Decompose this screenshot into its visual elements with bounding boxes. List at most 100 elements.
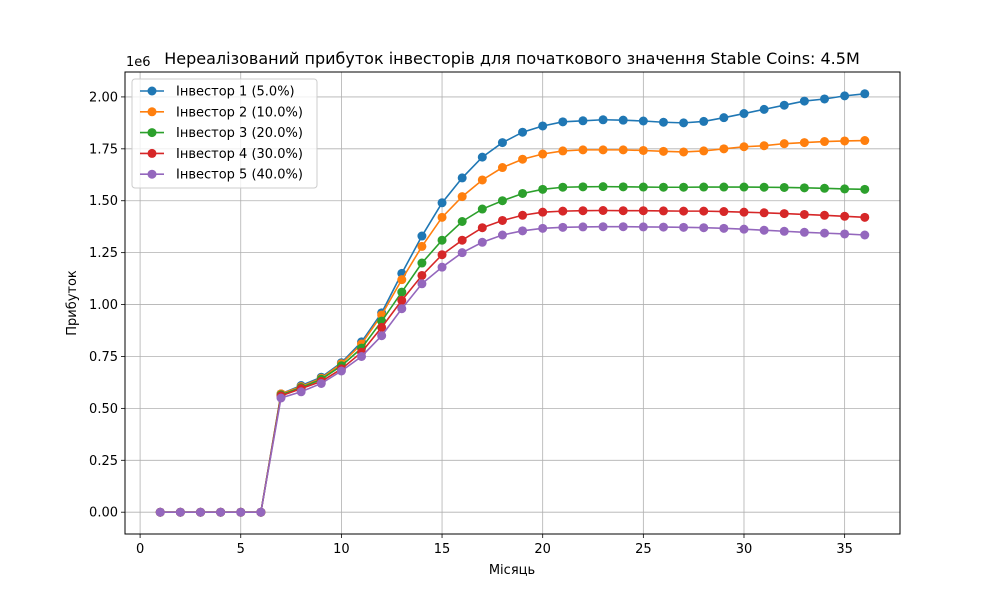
x-tick-label: 15 <box>434 542 451 557</box>
data-point <box>799 96 809 106</box>
data-point <box>779 139 789 149</box>
data-point <box>477 152 487 162</box>
legend-marker <box>147 107 157 117</box>
data-point <box>417 258 427 268</box>
data-point <box>860 184 870 194</box>
data-point <box>397 304 407 314</box>
data-point <box>799 183 809 193</box>
data-point <box>437 235 447 245</box>
data-point <box>578 206 588 216</box>
y-axis-label: Прибуток <box>65 270 80 336</box>
data-point <box>860 212 870 222</box>
data-point <box>658 182 668 192</box>
data-point <box>719 113 729 123</box>
data-point <box>699 182 709 192</box>
series-5 <box>155 222 870 517</box>
data-point <box>739 142 749 152</box>
data-point <box>518 154 528 164</box>
legend-label: Інвестор 1 (5.0%) <box>176 85 295 100</box>
data-point <box>699 206 709 216</box>
data-point <box>779 226 789 236</box>
y-tick-label: 1.25 <box>89 246 118 261</box>
data-point <box>638 182 648 192</box>
data-point <box>658 222 668 232</box>
data-point <box>719 207 729 217</box>
data-point <box>417 231 427 241</box>
data-point <box>296 387 306 397</box>
data-point <box>397 287 407 297</box>
data-point <box>618 222 628 232</box>
y-tick-label: 0.25 <box>89 454 118 469</box>
x-axis-label: Місяць <box>489 563 535 578</box>
data-point <box>719 144 729 154</box>
y-tick-label: 0.50 <box>89 402 118 417</box>
data-point <box>598 115 608 125</box>
legend-item: Інвестор 5 (40.0%) <box>140 168 303 183</box>
data-point <box>518 210 528 220</box>
data-point <box>638 116 648 126</box>
data-point <box>558 222 568 232</box>
data-point <box>316 378 326 388</box>
data-point <box>457 217 467 226</box>
data-point <box>195 507 205 517</box>
data-point <box>417 279 427 289</box>
legend-marker <box>147 86 157 96</box>
data-point <box>578 222 588 232</box>
data-point <box>558 206 568 216</box>
y-tick-label: 1.50 <box>89 194 118 209</box>
data-point <box>618 115 628 125</box>
data-point <box>840 211 850 221</box>
x-tick-label: 10 <box>333 542 350 557</box>
data-point <box>437 262 447 272</box>
data-point <box>497 196 507 206</box>
y-axis: 0.00 0.25 0.50 0.75 1.00 1.25 1.50 1.75 2.00 <box>89 90 125 521</box>
data-point <box>759 182 769 192</box>
data-point <box>860 136 870 146</box>
data-point <box>638 145 648 155</box>
data-point <box>618 182 628 192</box>
data-point <box>578 145 588 155</box>
data-point <box>739 182 749 192</box>
data-point <box>276 393 286 403</box>
data-point <box>799 138 809 148</box>
data-point <box>739 224 749 234</box>
data-point <box>558 182 568 192</box>
data-point <box>477 223 487 233</box>
data-point <box>497 215 507 225</box>
legend-marker <box>147 148 157 158</box>
x-axis: 0 5 10 15 20 25 30 35 <box>136 534 853 557</box>
data-point <box>538 223 548 233</box>
data-point <box>538 149 548 159</box>
y-tick-label: 0.00 <box>89 506 118 521</box>
data-point <box>598 182 608 192</box>
data-point <box>699 146 709 156</box>
data-point <box>658 146 668 156</box>
y-offset-text: 1e6 <box>126 55 151 70</box>
data-point <box>497 138 507 148</box>
x-tick-label: 20 <box>534 542 551 557</box>
legend-label: Інвестор 4 (30.0%) <box>176 147 303 162</box>
y-tick-label: 1.75 <box>89 142 118 157</box>
data-point <box>779 100 789 110</box>
data-point <box>336 366 346 376</box>
legend-label: Інвестор 2 (10.0%) <box>176 105 303 120</box>
legend-marker <box>147 128 157 138</box>
data-point <box>679 182 689 192</box>
data-point <box>437 212 447 222</box>
data-point <box>518 188 528 198</box>
data-point <box>236 507 246 517</box>
data-point <box>759 208 769 218</box>
data-point <box>518 127 528 137</box>
data-point <box>457 235 467 245</box>
data-point <box>417 270 427 280</box>
x-tick-label: 5 <box>237 542 245 557</box>
data-point <box>719 223 729 233</box>
data-point <box>598 145 608 155</box>
data-point <box>840 184 850 194</box>
y-tick-label: 0.75 <box>89 350 118 365</box>
legend-item: Інвестор 4 (30.0%) <box>140 147 303 162</box>
y-tick-label: 1.00 <box>89 298 118 313</box>
data-point <box>679 118 689 128</box>
data-point <box>779 209 789 219</box>
